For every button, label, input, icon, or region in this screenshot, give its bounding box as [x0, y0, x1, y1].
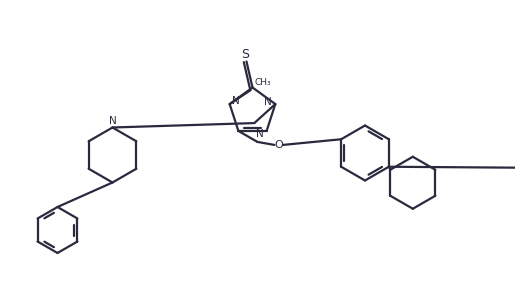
Text: N: N [256, 129, 264, 139]
Text: N: N [232, 96, 239, 106]
Text: O: O [274, 140, 283, 150]
Text: N: N [109, 116, 116, 125]
Text: N: N [264, 97, 272, 107]
Text: S: S [242, 48, 249, 61]
Text: CH₃: CH₃ [255, 78, 271, 87]
